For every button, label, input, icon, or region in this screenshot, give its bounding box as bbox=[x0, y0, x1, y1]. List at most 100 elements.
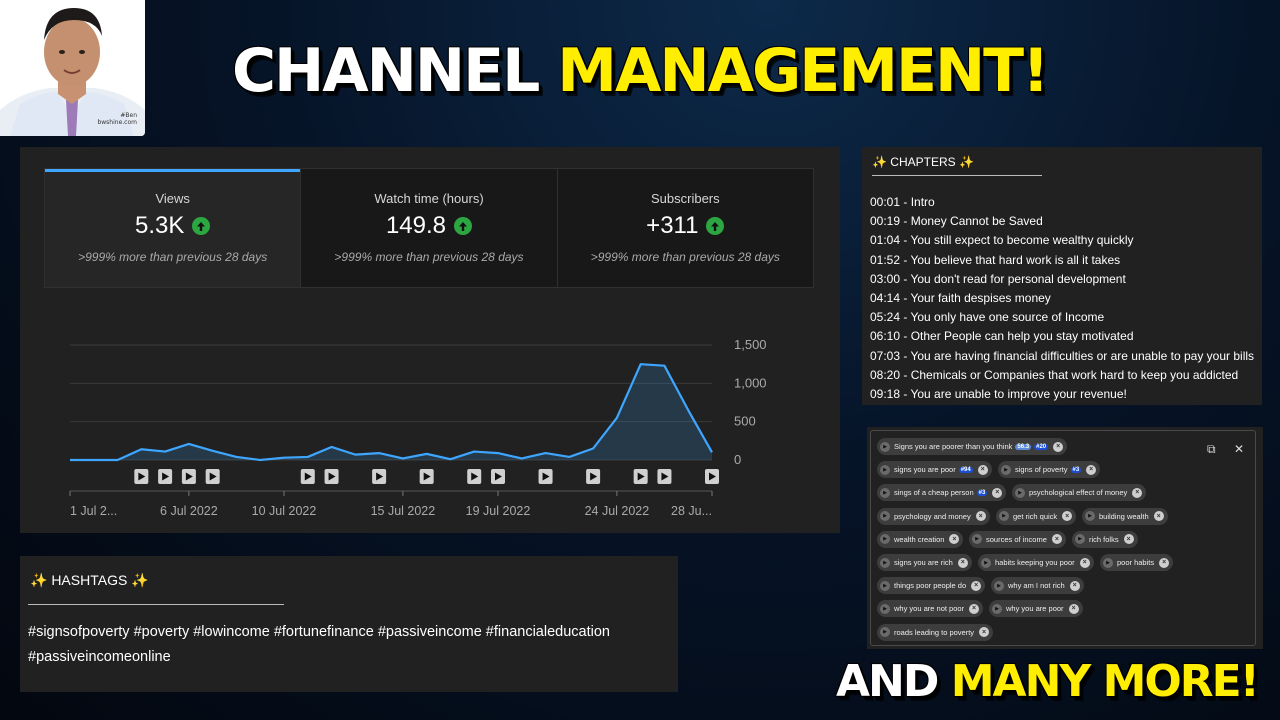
avatar: #Ben bwshine.com bbox=[0, 0, 145, 136]
play-icon bbox=[304, 472, 312, 481]
copy-icon[interactable]: ⧉ bbox=[1207, 442, 1216, 456]
tag-chip[interactable]: ▶ building wealth × bbox=[1082, 507, 1168, 525]
tag-chip[interactable]: ▶ why am I not rich × bbox=[991, 577, 1084, 595]
remove-tag-icon[interactable]: × bbox=[1069, 580, 1080, 591]
metric-value-row: +311 bbox=[558, 212, 813, 240]
tag-label: sources of income bbox=[986, 534, 1047, 544]
tag-play-icon: ▶ bbox=[972, 534, 982, 545]
remove-tag-icon[interactable]: × bbox=[1079, 557, 1090, 568]
tag-chip[interactable]: ▶ rich folks × bbox=[1072, 530, 1138, 548]
tag-play-icon: ▶ bbox=[880, 441, 890, 452]
remove-tag-icon[interactable]: × bbox=[977, 464, 988, 475]
tab-watch-time[interactable]: Watch time (hours) 149.8 >999% more than… bbox=[301, 169, 558, 287]
remove-tag-icon[interactable]: × bbox=[957, 557, 968, 568]
views-chart: 0 500 1,000 1,500 1 Jul 2... 6 Jul 2022 10 Jul… bbox=[69, 337, 767, 518]
chapter-item: 01:52 - You believe that hard work is al… bbox=[870, 252, 1121, 267]
metric-value: 5.3K bbox=[134, 212, 185, 239]
metric-value: 149.8 bbox=[385, 212, 447, 239]
tag-chip[interactable]: ▶ roads leading to poverty × bbox=[877, 623, 994, 641]
close-icon[interactable]: ✕ bbox=[1234, 442, 1245, 456]
tag-chip[interactable]: ▶ psychology and money × bbox=[877, 507, 990, 525]
tag-chip[interactable]: ▶ psychological effect of money × bbox=[1012, 484, 1147, 502]
tag-play-icon: ▶ bbox=[880, 511, 890, 522]
play-icon bbox=[209, 472, 217, 481]
tag-chip[interactable]: ▶ signs you are poor #94 × bbox=[877, 461, 992, 479]
remove-tag-icon[interactable]: × bbox=[969, 603, 980, 614]
remove-tag-icon[interactable]: × bbox=[1053, 441, 1064, 452]
remove-tag-icon[interactable]: × bbox=[1159, 557, 1170, 568]
tag-play-icon: ▶ bbox=[1015, 487, 1025, 498]
remove-tag-icon[interactable]: × bbox=[992, 487, 1003, 498]
tag-chip[interactable]: ▶ poor habits × bbox=[1100, 554, 1174, 571]
tag-label: signs of poverty bbox=[1015, 465, 1068, 475]
tag-chip[interactable]: ▶ get rich quick × bbox=[996, 507, 1077, 525]
divider bbox=[872, 175, 1042, 176]
remove-tag-icon[interactable]: × bbox=[1123, 534, 1134, 545]
x-tick-label: 1 Jul 2... bbox=[70, 504, 117, 518]
tag-play-icon: ▶ bbox=[1085, 511, 1095, 522]
hashtags-text: #signsofpoverty #poverty #lowincome #for… bbox=[28, 620, 678, 670]
tag-label: why am I not rich bbox=[1008, 581, 1065, 591]
tag-chip[interactable]: ▶ wealth creation × bbox=[877, 530, 964, 548]
remove-tag-icon[interactable]: × bbox=[1153, 511, 1164, 522]
remove-tag-icon[interactable]: × bbox=[949, 534, 960, 545]
tag-label: building wealth bbox=[1099, 511, 1149, 521]
play-icon bbox=[423, 472, 431, 481]
remove-tag-icon[interactable]: × bbox=[971, 580, 982, 591]
tag-chip[interactable]: ▶ sings of a cheap person #3 × bbox=[877, 484, 1007, 502]
tab-views[interactable]: Views 5.3K >999% more than previous 28 d… bbox=[45, 169, 302, 287]
tag-label: poor habits bbox=[1117, 558, 1155, 567]
tag-label: get rich quick bbox=[1013, 511, 1058, 521]
tag-label: wealth creation bbox=[894, 534, 945, 544]
x-tick-label: 24 Jul 2022 bbox=[585, 504, 650, 518]
tag-chip[interactable]: ▶ why you are not poor × bbox=[877, 600, 984, 618]
tag-play-icon: ▶ bbox=[1103, 557, 1113, 568]
metric-value-row: 149.8 bbox=[301, 212, 556, 240]
x-tick-label: 15 Jul 2022 bbox=[371, 504, 436, 518]
chapter-item: 05:24 - You only have one source of Inco… bbox=[870, 310, 1105, 325]
tag-chip[interactable]: ▶ things poor people do × bbox=[877, 577, 986, 595]
tag-chip[interactable]: ▶ why you are poor × bbox=[989, 600, 1083, 618]
tag-play-icon: ▶ bbox=[999, 511, 1009, 522]
play-icon bbox=[162, 472, 170, 481]
remove-tag-icon[interactable]: × bbox=[1132, 487, 1143, 498]
remove-tag-icon[interactable]: × bbox=[1051, 534, 1062, 545]
signature: #Ben bwshine.com bbox=[97, 112, 137, 126]
chapter-item: 09:18 - You are unable to improve your r… bbox=[870, 387, 1127, 402]
remove-tag-icon[interactable]: × bbox=[1062, 511, 1073, 522]
tags-input[interactable]: ⧉ ✕ ▶ Signs you are poorer than you think… bbox=[870, 430, 1256, 646]
chapter-item: 03:00 - You don't read for personal deve… bbox=[870, 271, 1126, 286]
remove-tag-icon[interactable]: × bbox=[975, 511, 986, 522]
tag-rank-badge: #3 bbox=[1070, 466, 1082, 473]
tag-play-icon: ▶ bbox=[1001, 464, 1011, 475]
tag-chip[interactable]: ▶ habits keeping you poor × bbox=[978, 554, 1094, 571]
tag-play-icon: ▶ bbox=[880, 464, 890, 475]
tag-rank-badge: #94 bbox=[958, 466, 973, 473]
metric-label: Views bbox=[155, 191, 190, 206]
chapter-item: 01:04 - You still expect to become wealt… bbox=[870, 233, 1134, 248]
tag-chip[interactable]: ▶ signs of poverty #3 × bbox=[998, 461, 1101, 479]
x-tick-label: 10 Jul 2022 bbox=[252, 504, 317, 518]
play-icon bbox=[471, 472, 479, 481]
tag-label: why you are poor bbox=[1006, 604, 1064, 614]
person-photo bbox=[0, 8, 145, 136]
chapter-item: 07:03 - You are having financial difficu… bbox=[870, 348, 1255, 363]
metric-comparison: >999% more than previous 28 days bbox=[590, 250, 780, 264]
remove-tag-icon[interactable]: × bbox=[979, 627, 990, 638]
play-icon bbox=[185, 472, 193, 481]
remove-tag-icon[interactable]: × bbox=[1086, 464, 1097, 475]
series-line bbox=[70, 363, 713, 462]
tab-subscribers[interactable]: Subscribers +311 >999% more than previou… bbox=[557, 169, 813, 287]
play-icon bbox=[328, 472, 336, 481]
arrow-up-icon bbox=[192, 217, 211, 235]
tag-chip[interactable]: ▶ sources of income × bbox=[969, 530, 1066, 548]
hashtags-panel: ✨ HASHTAGS ✨ #signsofpoverty #poverty #l… bbox=[20, 556, 678, 692]
tag-label: signs you are rich bbox=[894, 558, 953, 567]
tag-play-icon: ▶ bbox=[992, 603, 1002, 614]
tag-chip[interactable]: ▶ signs you are rich × bbox=[877, 554, 972, 571]
tag-label: psychological effect of money bbox=[1029, 488, 1128, 498]
remove-tag-icon[interactable]: × bbox=[1068, 603, 1079, 614]
tag-chip[interactable]: ▶ Signs you are poorer than you think 56.3… bbox=[877, 438, 1068, 455]
footer-title: AND MANY MORE! bbox=[836, 656, 1260, 707]
play-icon bbox=[661, 472, 669, 481]
